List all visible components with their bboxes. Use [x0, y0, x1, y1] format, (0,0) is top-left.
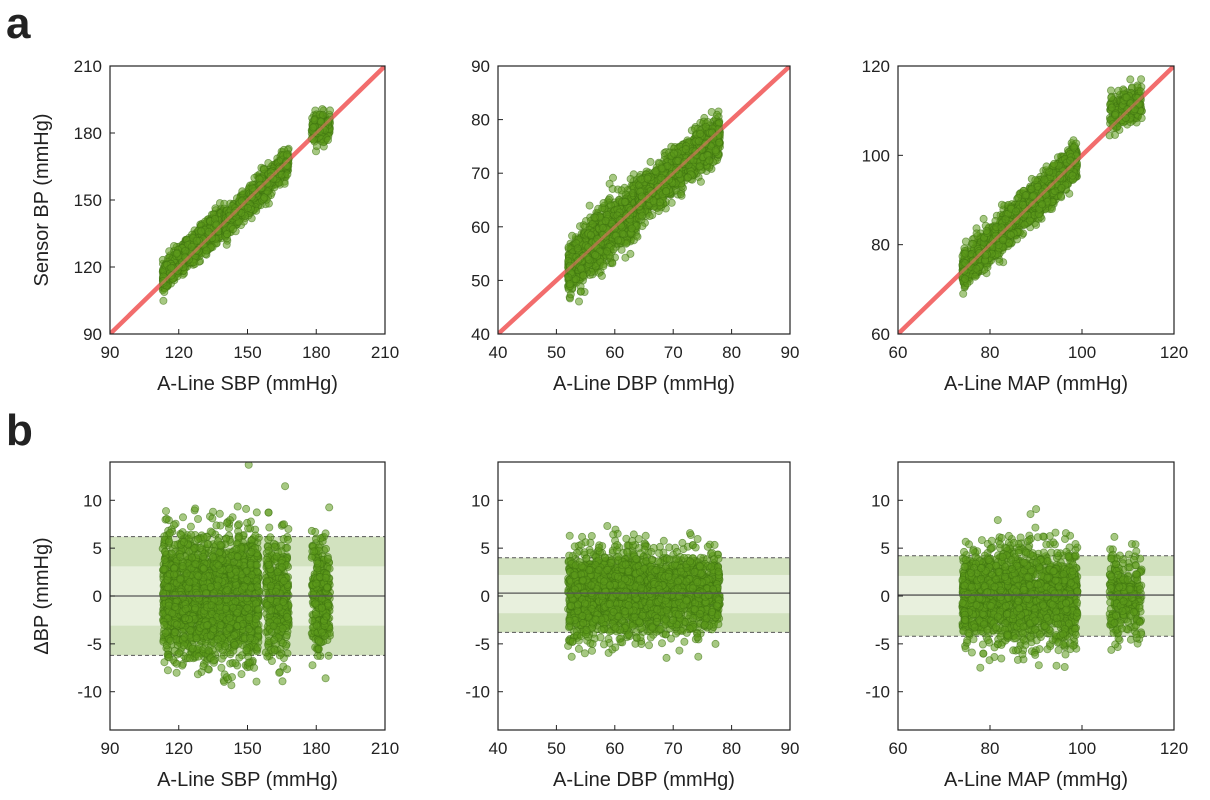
x-tick-label: 210: [371, 343, 399, 362]
y-axis-label: Sensor BP (mmHg): [31, 113, 53, 286]
data-point: [167, 263, 176, 272]
y-tick-label: 150: [74, 191, 102, 210]
data-point: [564, 273, 573, 282]
data-point: [646, 157, 655, 166]
x-axis-label: A-Line SBP (mmHg): [157, 373, 338, 395]
data-point: [565, 279, 574, 288]
data-point: [621, 253, 630, 262]
panel-letter-b: b: [6, 406, 33, 455]
data-point: [577, 264, 586, 273]
data-point: [187, 242, 196, 251]
data-point: [248, 184, 257, 193]
chart-a1: 90 120 150 180 210 90 120 150 180 210 A-Line SBP (…: [31, 57, 399, 395]
plots-layer: 90 120 150 180 210 90 120 150 180 210 A-Line SBP (…: [31, 57, 1188, 791]
data-point: [609, 245, 618, 254]
data-point: [587, 230, 596, 239]
x-tick-label: 150: [233, 343, 261, 362]
data-point: [160, 287, 169, 296]
data-point: [601, 216, 610, 225]
data-point: [202, 246, 211, 255]
data-point: [633, 232, 642, 241]
y-tick-label: 180: [74, 124, 102, 143]
data-point: [617, 245, 626, 254]
data-point: [608, 259, 617, 268]
data-point: [192, 236, 201, 245]
data-point: [585, 201, 594, 210]
data-point: [309, 123, 318, 132]
data-point: [317, 117, 326, 126]
data-point: [159, 296, 168, 305]
data-point: [614, 236, 623, 245]
data-point: [172, 249, 181, 258]
data-point: [238, 187, 247, 196]
y-tick-label: 210: [74, 57, 102, 76]
x-tick-label: 120: [165, 343, 193, 362]
data-point: [229, 224, 238, 233]
data-point: [676, 190, 685, 199]
data-point: [609, 173, 618, 182]
identity-line-overlay: [110, 66, 385, 334]
data-point: [312, 142, 321, 151]
data-point: [243, 203, 252, 212]
data-point: [323, 135, 332, 144]
data-point: [564, 243, 573, 252]
points-layer: [158, 105, 334, 305]
x-tick-label: 90: [101, 343, 120, 362]
panel-letter-a: a: [6, 0, 31, 48]
data-point: [197, 227, 206, 236]
data-point: [590, 213, 599, 222]
data-point: [620, 197, 629, 206]
data-point: [627, 224, 636, 233]
data-point: [568, 231, 577, 240]
data-point: [318, 110, 327, 119]
data-point: [573, 244, 582, 253]
data-point: [599, 262, 608, 271]
data-point: [599, 198, 608, 207]
data-point: [223, 230, 232, 239]
x-tick-label: 180: [302, 343, 330, 362]
y-tick-label: 120: [74, 258, 102, 277]
data-point: [204, 227, 213, 236]
y-tick-label: 90: [83, 325, 102, 344]
data-point: [617, 186, 626, 195]
data-point: [325, 106, 334, 115]
data-point: [310, 116, 319, 125]
points-layer: [564, 107, 724, 306]
data-point: [576, 287, 585, 296]
data-point: [584, 255, 593, 264]
data-point: [598, 223, 607, 232]
data-point: [597, 271, 606, 280]
data-point: [603, 247, 612, 256]
data-point: [638, 222, 647, 231]
data-point: [575, 297, 584, 306]
data-point: [591, 250, 600, 259]
data-point: [264, 158, 273, 167]
data-point: [608, 184, 617, 193]
data-point: [579, 271, 588, 280]
data-point: [566, 290, 575, 299]
data-point: [283, 170, 292, 179]
